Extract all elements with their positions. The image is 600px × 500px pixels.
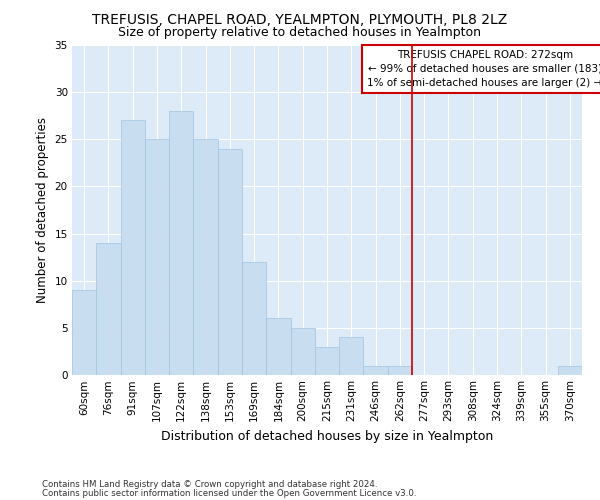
Text: TREFUSIS, CHAPEL ROAD, YEALMPTON, PLYMOUTH, PL8 2LZ: TREFUSIS, CHAPEL ROAD, YEALMPTON, PLYMOU… bbox=[92, 12, 508, 26]
Bar bbox=[121, 120, 145, 375]
Bar bbox=[193, 140, 218, 375]
Bar bbox=[290, 328, 315, 375]
Text: Size of property relative to detached houses in Yealmpton: Size of property relative to detached ho… bbox=[119, 26, 482, 39]
Bar bbox=[315, 346, 339, 375]
Bar bbox=[242, 262, 266, 375]
Bar bbox=[218, 148, 242, 375]
Bar bbox=[145, 140, 169, 375]
Bar bbox=[96, 243, 121, 375]
Bar bbox=[388, 366, 412, 375]
Bar bbox=[266, 318, 290, 375]
Bar bbox=[558, 366, 582, 375]
Text: Contains HM Land Registry data © Crown copyright and database right 2024.: Contains HM Land Registry data © Crown c… bbox=[42, 480, 377, 489]
Bar bbox=[339, 338, 364, 375]
Text: TREFUSIS CHAPEL ROAD: 272sqm
← 99% of detached houses are smaller (183)
1% of se: TREFUSIS CHAPEL ROAD: 272sqm ← 99% of de… bbox=[367, 50, 600, 88]
Y-axis label: Number of detached properties: Number of detached properties bbox=[36, 117, 49, 303]
Bar bbox=[169, 111, 193, 375]
X-axis label: Distribution of detached houses by size in Yealmpton: Distribution of detached houses by size … bbox=[161, 430, 493, 442]
Bar bbox=[72, 290, 96, 375]
Text: Contains public sector information licensed under the Open Government Licence v3: Contains public sector information licen… bbox=[42, 488, 416, 498]
Bar bbox=[364, 366, 388, 375]
